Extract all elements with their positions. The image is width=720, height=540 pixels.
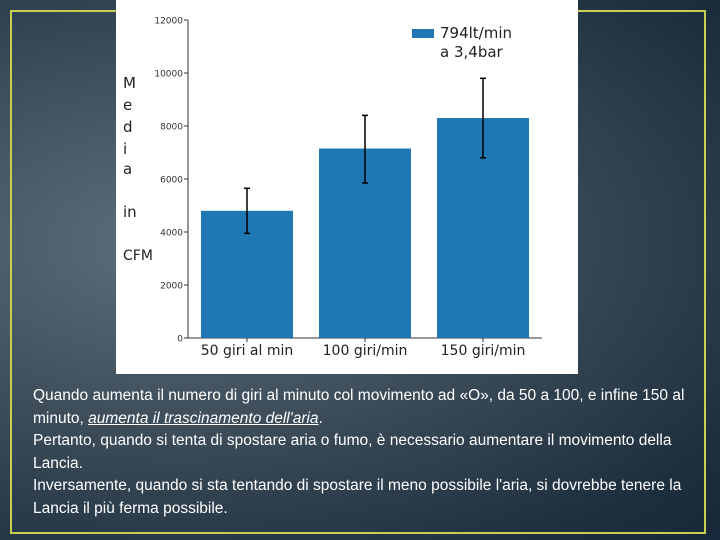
legend: 794lt/min a 3,4bar [412,24,512,61]
y-tick-label: 6000 [160,176,183,186]
error-bars [244,77,486,235]
y-label-letter: M [123,74,136,92]
y-tick-label: 10000 [154,70,183,80]
caption-paragraph-2: Pertanto, quando si tenta di spostare ar… [33,432,672,472]
y-label-letter: a [123,160,132,178]
caption-paragraph-1: Quando aumenta il numero di giri al minu… [33,385,703,430]
x-tick-label: 150 giri/min [441,343,526,359]
caption-p1-text: Quando aumenta il numero di giri al minu… [33,387,685,427]
y-tick-label: 12000 [154,17,183,27]
caption-paragraph-3: Inversamente, quando si sta tentando di … [33,477,682,517]
y-label-letter: d [123,118,133,136]
y-label-letter: in [123,203,137,221]
y-tick-label: 2000 [160,282,183,292]
y-label-letter: CFM [123,248,153,264]
y-tick-label: 0 [177,335,183,345]
x-axis: 50 giri al min 100 giri/min 150 giri/min [201,338,526,359]
caption-p1-end: . [318,409,323,427]
legend-swatch [412,29,434,38]
y-tick-label: 8000 [160,123,183,133]
x-tick-label: 100 giri/min [323,343,408,359]
y-tick-label: 4000 [160,229,183,239]
y-label-letter: e [123,96,132,114]
legend-line-1: 794lt/min [440,24,512,42]
y-label-letter: i [123,140,127,158]
legend-line-2: a 3,4bar [440,43,504,61]
x-tick-label: 50 giri al min [201,343,293,359]
caption-text: Quando aumenta il numero di giri al minu… [33,385,703,520]
caption-p1-emphasis: aumenta il trascinamento dell'aria [88,409,319,427]
